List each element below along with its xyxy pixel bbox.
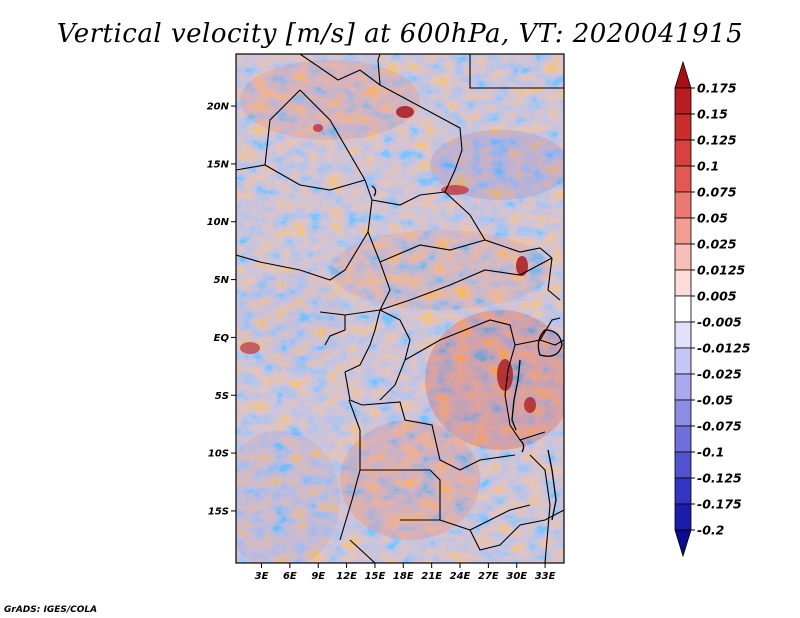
colorbar-label: 0.125 bbox=[697, 133, 737, 148]
colorbar-swatch bbox=[674, 295, 692, 323]
longitude-tick-label: 33E bbox=[535, 571, 556, 582]
colorbar-swatch bbox=[674, 243, 692, 271]
country-borders bbox=[236, 54, 564, 563]
lake-malawi bbox=[547, 449, 557, 521]
colorbar-label: 0.075 bbox=[697, 185, 737, 200]
longitude-tick-label: 30E bbox=[506, 571, 527, 582]
lake-tanganyika bbox=[511, 359, 521, 431]
colorbar-label: -0.175 bbox=[697, 497, 742, 512]
map-frame bbox=[235, 53, 565, 564]
velocity-speckle bbox=[236, 54, 564, 563]
longitude-axis: 3E 6E 9E 12E 15E 18E 21E 24E 27E 30E 33E bbox=[255, 563, 556, 582]
colorbar-swatch bbox=[674, 529, 692, 558]
longitude-tick-label: 12E bbox=[336, 571, 357, 582]
colorbar-label: -0.125 bbox=[697, 471, 742, 486]
colorbar-swatch bbox=[674, 503, 692, 531]
latitude-axis: 20N 15N 10N 5N EQ 5S 10S 15S bbox=[207, 102, 236, 517]
lake-mweru bbox=[519, 439, 525, 453]
longitude-tick-label: 18E bbox=[393, 571, 414, 582]
colorbar-swatch bbox=[674, 191, 692, 219]
colorbar-label: -0.1 bbox=[697, 445, 724, 460]
colorbar-swatch bbox=[674, 87, 692, 115]
colorbar-label: 0.025 bbox=[697, 237, 737, 252]
longitude-tick-label: 9E bbox=[311, 571, 325, 582]
colorbar: 0.175 0.15 0.125 0.1 0.075 0.05 0.025 0.0125 0.0… bbox=[674, 60, 751, 558]
colorbar-label: -0.05 bbox=[697, 393, 733, 408]
latitude-tick-label: EQ bbox=[214, 333, 230, 344]
grads-credit: GrADS: IGES/COLA bbox=[4, 605, 97, 615]
latitude-tick-label: 5S bbox=[215, 391, 229, 402]
colorbar-swatch bbox=[674, 165, 692, 193]
lake-chad bbox=[371, 185, 377, 197]
colorbar-swatch bbox=[674, 269, 692, 297]
strong-updraft-cell bbox=[441, 185, 469, 195]
latitude-tick-label: 20N bbox=[207, 102, 230, 113]
strong-updraft-cell bbox=[497, 359, 513, 391]
colorbar-label: -0.0125 bbox=[697, 341, 751, 356]
colorbar-label: -0.075 bbox=[697, 419, 742, 434]
lake-victoria bbox=[537, 329, 563, 357]
colorbar-swatch bbox=[674, 217, 692, 245]
longitude-tick-label: 15E bbox=[365, 571, 386, 582]
colorbar-swatch bbox=[674, 399, 692, 427]
longitude-tick-label: 6E bbox=[283, 571, 297, 582]
colorbar-swatch bbox=[674, 347, 692, 375]
colorbar-label: -0.025 bbox=[697, 367, 742, 382]
colorbar-swatch bbox=[674, 373, 692, 401]
strong-updraft-cell bbox=[240, 342, 260, 354]
colorbar-label: -0.005 bbox=[697, 315, 742, 330]
colorbar-swatch bbox=[674, 113, 692, 141]
colorbar-swatch bbox=[674, 139, 692, 167]
longitude-tick-label: 3E bbox=[255, 571, 269, 582]
colorbar-swatch bbox=[674, 60, 692, 89]
latitude-tick-label: 15S bbox=[208, 506, 229, 517]
strong-updraft-cell bbox=[516, 256, 528, 276]
colorbar-swatch bbox=[674, 321, 692, 349]
colorbar-label: -0.2 bbox=[697, 523, 724, 538]
longitude-tick-label: 24E bbox=[450, 571, 471, 582]
colorbar-swatch bbox=[674, 477, 692, 505]
latitude-tick-label: 10S bbox=[208, 449, 229, 460]
great-lakes bbox=[371, 185, 563, 521]
colorbar-label: 0.0125 bbox=[697, 263, 746, 278]
longitude-tick-label: 27E bbox=[478, 571, 499, 582]
colorbar-label: 0.175 bbox=[697, 81, 737, 96]
longitude-tick-label: 21E bbox=[421, 571, 442, 582]
latitude-tick-label: 10N bbox=[207, 217, 230, 228]
colorbar-label: 0.05 bbox=[697, 211, 728, 226]
figure-title: Vertical velocity [m/s] at 600hPa, VT: 2… bbox=[57, 19, 743, 49]
colorbar-swatch bbox=[674, 451, 692, 479]
map-panel bbox=[236, 54, 564, 563]
colorbar-label: 0.1 bbox=[697, 159, 719, 174]
colorbar-label: 0.15 bbox=[697, 107, 728, 122]
latitude-tick-label: 15N bbox=[207, 159, 230, 170]
strong-updraft-cell bbox=[313, 124, 323, 132]
strong-updraft-cell bbox=[396, 106, 414, 118]
colorbar-swatch bbox=[674, 425, 692, 453]
colorbar-label: 0.005 bbox=[697, 289, 737, 304]
latitude-tick-label: 5N bbox=[214, 275, 230, 286]
strong-updraft-cell bbox=[524, 397, 536, 413]
